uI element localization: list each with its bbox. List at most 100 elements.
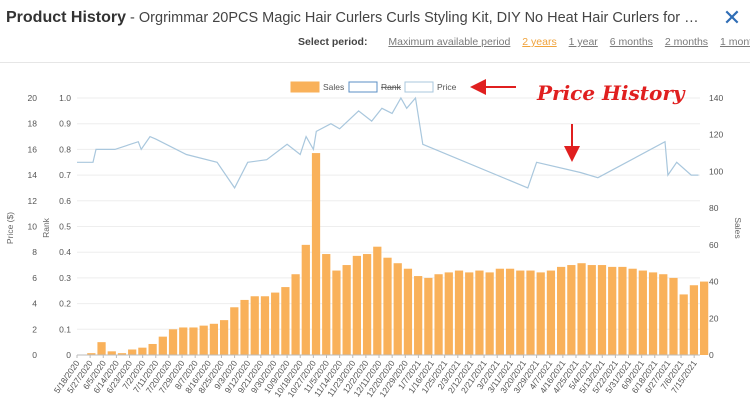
price-history-annotation: Price History	[537, 81, 685, 105]
sales-axis-title: Sales	[733, 217, 743, 238]
price-tick-label: 12	[28, 196, 38, 206]
sales-bar	[454, 270, 464, 355]
sales-bar	[322, 254, 331, 355]
sales-bar	[148, 343, 157, 355]
sales-bar	[516, 270, 525, 355]
sales-bar	[281, 287, 290, 355]
sales-bar	[608, 266, 617, 355]
legend-label-sales: Sales	[323, 82, 344, 92]
sales-bar	[700, 281, 709, 355]
sales-bar	[618, 266, 627, 355]
sales-bar	[485, 272, 494, 355]
chart-legend: Sales Rank Price	[290, 81, 457, 93]
rank-tick-label: 0.9	[59, 119, 71, 129]
sales-bar	[179, 327, 188, 355]
sales-bar	[209, 323, 219, 355]
price-tick-label: 20	[28, 93, 38, 103]
rank-tick-label: 0.3	[59, 273, 71, 283]
period-option-1-year[interactable]: 1 year	[568, 36, 598, 48]
sales-bar	[128, 349, 137, 355]
sales-bar	[424, 277, 433, 355]
sales-tick-label: 0	[709, 350, 714, 360]
sales-bar	[189, 327, 198, 355]
sales-bar	[199, 325, 208, 355]
sales-bar	[271, 292, 280, 355]
sales-bar	[669, 277, 678, 355]
price-tick-label: 8	[32, 247, 37, 257]
sales-bar	[250, 296, 259, 355]
sales-bar	[393, 263, 402, 355]
sales-bar	[444, 272, 453, 355]
sales-bar	[240, 299, 249, 355]
sales-tick-label: 20	[709, 313, 719, 323]
sales-bar	[219, 320, 229, 355]
price-tick-label: 14	[28, 170, 38, 180]
sales-tick-label: 140	[709, 93, 723, 103]
sales-bar	[87, 353, 96, 355]
sales-bar	[301, 244, 310, 355]
sales-tick-label: 60	[709, 240, 719, 250]
period-option-2-months[interactable]: 2 months	[664, 36, 709, 48]
dialog-header: Product History - Orgrimmar 20PCS Magic …	[0, 0, 750, 58]
rank-tick-label: 0.8	[59, 144, 71, 154]
price-tick-label: 18	[28, 119, 38, 129]
sales-tick-label: 120	[709, 130, 723, 140]
sales-bar	[383, 257, 392, 355]
sales-bar	[332, 270, 341, 355]
period-option-max[interactable]: Maximum available period	[388, 36, 511, 48]
price-tick-label: 4	[32, 299, 37, 309]
rank-tick-label: 0	[66, 350, 71, 360]
rank-tick-label: 0.4	[59, 247, 71, 257]
legend-swatch-sales	[290, 81, 320, 93]
sales-bar	[505, 268, 515, 355]
sales-bar	[648, 272, 658, 355]
sales-bar	[546, 270, 556, 355]
rank-tick-label: 0.1	[59, 324, 71, 334]
sales-bar	[117, 353, 127, 355]
sales-bar	[495, 268, 504, 355]
annotation-arrows	[470, 79, 580, 162]
sales-tick-label: 80	[709, 203, 719, 213]
price-tick-label: 2	[32, 324, 37, 334]
period-option-6-months[interactable]: 6 months	[609, 36, 653, 48]
price-tick-label: 0	[32, 350, 37, 360]
sales-bars	[87, 153, 709, 355]
sales-bar	[577, 263, 586, 355]
sales-bar	[352, 255, 361, 355]
legend-label-rank: Rank	[381, 82, 402, 92]
rank-tick-label: 0.7	[59, 170, 71, 180]
rank-tick-label: 0.5	[59, 222, 71, 232]
price-tick-label: 16	[28, 144, 38, 154]
sales-bar	[138, 347, 147, 355]
rank-axis-title: Rank	[41, 217, 51, 238]
sales-bar	[373, 246, 382, 355]
sales-bar	[536, 272, 545, 355]
sales-bar	[597, 265, 607, 355]
rank-tick-label: 0.2	[59, 299, 71, 309]
close-button[interactable]: ✕	[722, 5, 742, 30]
sales-bar	[97, 342, 106, 355]
sales-bar	[465, 272, 474, 355]
period-option-2-years[interactable]: 2 years	[522, 36, 557, 48]
sales-bar	[628, 268, 637, 355]
price-tick-label: 6	[32, 273, 37, 283]
sales-bar	[567, 265, 576, 355]
sales-bar	[414, 276, 423, 355]
sales-bar	[587, 265, 596, 355]
sales-bar	[475, 270, 484, 355]
price-axis-title: Price ($)	[5, 212, 15, 244]
rank-tick-label: 0.6	[59, 196, 71, 206]
rank-tick-label: 1.0	[59, 93, 71, 103]
sales-bar	[557, 266, 566, 355]
sales-bar	[107, 351, 116, 355]
sales-bar	[260, 296, 270, 355]
sales-bar	[230, 307, 239, 355]
sales-tick-label: 100	[709, 166, 723, 176]
sales-bar	[526, 270, 535, 355]
period-option-1-month[interactable]: 1 month	[719, 36, 750, 48]
sales-bar	[342, 265, 351, 355]
period-label: Select period:	[298, 36, 368, 48]
sales-bar	[291, 274, 300, 355]
sales-bar	[403, 268, 413, 355]
